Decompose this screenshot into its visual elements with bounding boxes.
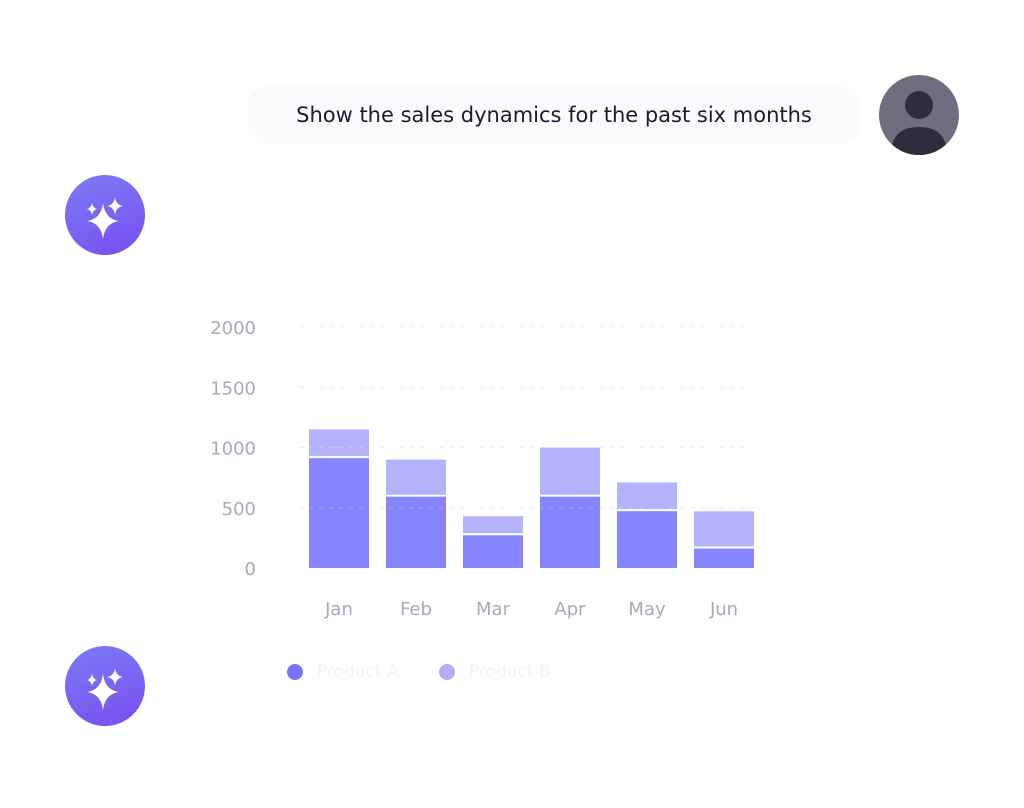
assistant-avatar-sparkles-icon bbox=[65, 175, 145, 255]
legend-item-b: Product B bbox=[439, 662, 551, 682]
legend-label: Product B bbox=[469, 662, 551, 682]
assistant-avatar-sparkles-icon bbox=[65, 646, 145, 726]
x-tick-label: Jan bbox=[324, 599, 353, 620]
user-message-text: Show the sales dynamics for the past six… bbox=[296, 103, 812, 127]
bar-jan-series-0 bbox=[309, 458, 369, 568]
legend-swatch bbox=[439, 664, 455, 680]
legend-label: Product A bbox=[317, 662, 399, 682]
bar-jun-series-0 bbox=[694, 548, 754, 568]
x-tick-label: Apr bbox=[554, 599, 586, 620]
bar-may-series-0 bbox=[617, 511, 677, 568]
bar-apr-series-1 bbox=[540, 447, 600, 495]
x-tick-label: Jun bbox=[709, 599, 738, 620]
y-tick-label: 500 bbox=[222, 499, 256, 520]
bar-feb-series-1 bbox=[386, 459, 446, 495]
y-tick-label: 2000 bbox=[210, 318, 256, 339]
bar-jun-series-1 bbox=[694, 511, 754, 547]
bar-feb-series-0 bbox=[386, 496, 446, 568]
legend-swatch bbox=[287, 664, 303, 680]
bar-mar-series-1 bbox=[463, 516, 523, 534]
user-message-bubble: Show the sales dynamics for the past six… bbox=[248, 86, 860, 144]
x-tick-label: May bbox=[628, 599, 666, 620]
y-tick-label: 1000 bbox=[210, 439, 256, 460]
user-avatar-icon bbox=[879, 75, 959, 155]
bar-apr-series-0 bbox=[540, 496, 600, 568]
x-tick-label: Mar bbox=[476, 599, 511, 620]
bar-jan-series-1 bbox=[309, 429, 369, 457]
y-tick-label: 1500 bbox=[210, 378, 256, 399]
bar-mar-series-0 bbox=[463, 535, 523, 568]
x-tick-label: Feb bbox=[400, 599, 432, 620]
legend-item-a: Product A bbox=[287, 662, 399, 682]
bar-may-series-1 bbox=[617, 482, 677, 510]
y-tick-label: 0 bbox=[245, 559, 256, 580]
